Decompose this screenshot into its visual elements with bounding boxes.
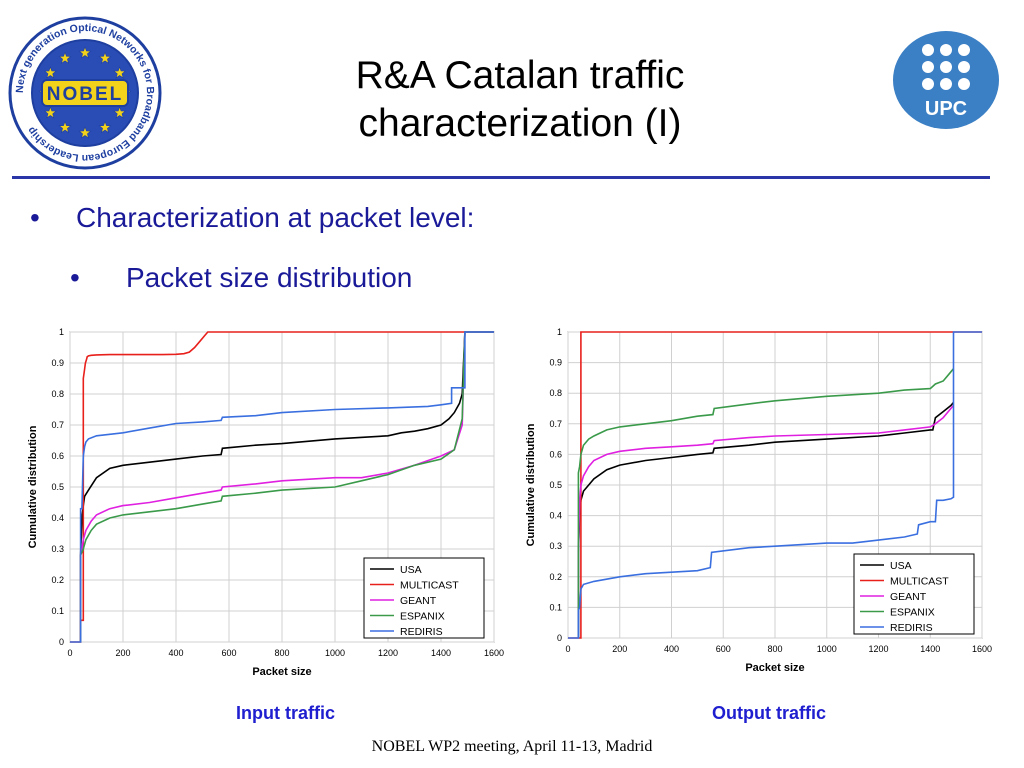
y-tick-label: 0.8 [51, 389, 64, 399]
y-tick-label: 0 [557, 633, 562, 643]
x-tick-label: 1200 [378, 648, 398, 658]
legend-label: ESPANIX [400, 611, 445, 623]
star-icon [113, 66, 127, 79]
upc-logo-graphic: UPC [893, 31, 999, 129]
input-traffic-chart-svg: 0 200 400 600 800 1000 1200 1400 1600 0 0.1 0.2 0.3 0… [27, 327, 504, 678]
legend-label: REDIRIS [890, 622, 933, 634]
caption-input-traffic: Input traffic [236, 703, 335, 723]
series-line-usa [79, 331, 494, 642]
x-tick-label: 1000 [325, 648, 345, 658]
title-divider [12, 176, 990, 179]
bullet-dot: • [70, 262, 80, 293]
series-line-espanix [577, 368, 955, 638]
series-line-rediris [70, 331, 494, 643]
nobel-center-text: NOBEL [47, 84, 124, 105]
y-tick-label: 0.3 [549, 541, 562, 551]
star-icon [43, 66, 57, 79]
title-line-1: R&A Catalan traffic [355, 54, 685, 97]
x-tick-label: 600 [221, 648, 236, 658]
series-line-geant [577, 404, 955, 638]
series-line-multicast [70, 331, 494, 643]
series-line-geant [79, 331, 494, 642]
series-line-usa [577, 401, 955, 638]
y-tick-label: 0.9 [549, 358, 562, 368]
y-tick-label: 0 [59, 637, 64, 647]
caption-output-traffic: Output traffic [712, 703, 826, 723]
y-tick-label: 0.7 [51, 420, 64, 430]
x-axis-label: Packet size [745, 662, 804, 674]
output-traffic-chart-svg: 0 200 400 600 800 1000 1200 1400 1600 0 0.1 0.2 0.3 0… [525, 327, 992, 674]
star-icon [58, 51, 72, 64]
x-tick-label: 1000 [817, 644, 837, 654]
x-tick-label: 400 [168, 648, 183, 658]
x-tick-label: 800 [767, 644, 782, 654]
legend-label: MULTICAST [400, 580, 459, 592]
legend-label: MULTICAST [890, 576, 949, 588]
upc-text: UPC [925, 98, 967, 120]
x-tick-label: 800 [274, 648, 289, 658]
star-icon [43, 106, 57, 119]
y-tick-label: 0.1 [549, 602, 562, 612]
y-tick-label: 1 [59, 327, 64, 337]
y-tick-label: 0.4 [51, 513, 64, 523]
x-tick-label: 200 [612, 644, 627, 654]
series-line-espanix [79, 331, 494, 642]
y-axis-label: Cumulative distribution [525, 423, 537, 546]
y-tick-label: 0.6 [549, 449, 562, 459]
bullet-2-text: Packet size distribution [126, 262, 413, 293]
y-axis-label: Cumulative distribution [27, 425, 39, 548]
nobel-logo-graphic: Next generation Optical Networks for Bro… [8, 16, 162, 170]
y-tick-label: 0.1 [51, 606, 64, 616]
legend-label: USA [400, 564, 422, 576]
star-icon [58, 120, 72, 134]
y-tick-label: 0.4 [549, 511, 562, 521]
y-tick-label: 0.9 [51, 358, 64, 368]
star-icon [78, 126, 92, 139]
y-tick-label: 0.8 [549, 388, 562, 398]
series-line-rediris [568, 331, 982, 639]
y-tick-label: 0.5 [549, 480, 562, 490]
x-tick-label: 400 [664, 644, 679, 654]
bullet-level-1: • Characterization at packet level: [30, 202, 474, 234]
bullet-dot: • [30, 202, 40, 233]
title-line-2: characterization (I) [358, 102, 682, 145]
legend-label: GEANT [890, 591, 927, 603]
star-icon [98, 120, 112, 134]
y-tick-label: 0.2 [51, 575, 64, 585]
y-tick-label: 1 [557, 327, 562, 337]
star-icon [98, 51, 112, 64]
y-tick-label: 0.3 [51, 544, 64, 554]
legend-label: ESPANIX [890, 607, 935, 619]
bullet-level-2: • Packet size distribution [70, 262, 412, 294]
x-tick-label: 1400 [431, 648, 451, 658]
slide-title: R&A Catalan traffic characterization (I) [250, 52, 790, 148]
footer-text: NOBEL WP2 meeting, April 11-13, Madrid [371, 738, 653, 755]
x-tick-label: 600 [716, 644, 731, 654]
input-traffic-chart: 0 200 400 600 800 1000 1200 1400 1600 0 0.1 0.2 0.3 0… [14, 322, 514, 688]
x-tick-label: 1600 [972, 644, 992, 654]
y-tick-label: 0.7 [549, 419, 562, 429]
x-tick-label: 0 [67, 648, 72, 658]
legend-box [853, 553, 975, 635]
y-tick-label: 0.2 [549, 572, 562, 582]
legend-label: REDIRIS [400, 626, 443, 638]
x-axis-label: Packet size [252, 666, 311, 678]
x-tick-label: 1600 [484, 648, 504, 658]
x-tick-label: 200 [115, 648, 130, 658]
output-traffic-chart: 0 200 400 600 800 1000 1200 1400 1600 0 0.1 0.2 0.3 0… [518, 322, 998, 688]
legend-box [363, 557, 485, 639]
bullet-1-text: Characterization at packet level: [76, 202, 475, 233]
upc-logo: UPC [892, 30, 1000, 130]
x-tick-label: 1200 [868, 644, 888, 654]
x-tick-label: 0 [565, 644, 570, 654]
nobel-logo: Next generation Optical Networks for Bro… [6, 14, 164, 172]
legend-label: GEANT [400, 595, 437, 607]
legend-label: USA [890, 560, 912, 572]
star-icon [113, 106, 127, 119]
y-tick-label: 0.6 [51, 451, 64, 461]
x-tick-label: 1400 [920, 644, 940, 654]
y-tick-label: 0.5 [51, 482, 64, 492]
star-icon [78, 46, 92, 59]
